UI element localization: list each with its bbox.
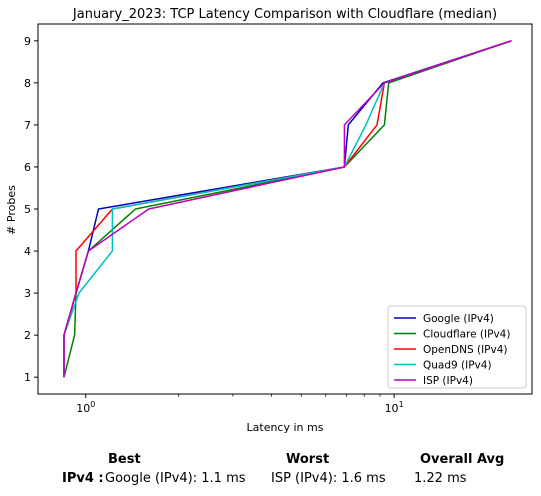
ipv4-label: IPv4 : [62, 471, 104, 486]
best-header: Best [108, 452, 141, 467]
legend-label: Cloudflare (IPv4) [423, 329, 510, 341]
legend-label: ISP (IPv4) [423, 375, 473, 387]
y-tick-label: 3 [24, 287, 31, 300]
legend-label: OpenDNS (IPv4) [423, 344, 508, 356]
worst-header: Worst [286, 452, 329, 467]
y-tick-label: 7 [24, 119, 31, 132]
y-axis-ticks: 1 2 3 4 5 6 7 8 9 [24, 35, 38, 384]
legend-label: Quad9 (IPv4) [423, 360, 492, 372]
x-tick-label: 100 [76, 400, 95, 415]
ipv4-row-label: IPv4 : [62, 471, 104, 486]
overall-avg-value: 1.22 ms [414, 471, 467, 486]
y-tick-label: 1 [24, 371, 31, 384]
y-tick-label: 8 [24, 77, 31, 90]
legend-label: Google (IPv4) [423, 313, 494, 325]
worst-value: ISP (IPv4): 1.6 ms [271, 471, 386, 486]
y-tick-label: 5 [24, 203, 31, 216]
x-axis-label: Latency in ms [247, 421, 324, 434]
y-tick-label: 2 [24, 329, 31, 342]
x-axis-ticks: 100 101 [76, 394, 403, 415]
overall-avg-header: Overall Avg [420, 452, 504, 467]
y-axis-label: # Probes [5, 185, 18, 235]
x-tick-label: 101 [385, 400, 404, 415]
legend: Google (IPv4) Cloudflare (IPv4) OpenDNS (I… [388, 306, 526, 388]
y-tick-label: 4 [24, 245, 31, 258]
latency-chart: January_2023: TCP Latency Comparison wit… [0, 0, 541, 440]
chart-title: January_2023: TCP Latency Comparison wit… [72, 7, 497, 22]
y-tick-label: 6 [24, 161, 31, 174]
y-tick-label: 9 [24, 35, 31, 48]
best-value: Google (IPv4): 1.1 ms [105, 471, 246, 486]
